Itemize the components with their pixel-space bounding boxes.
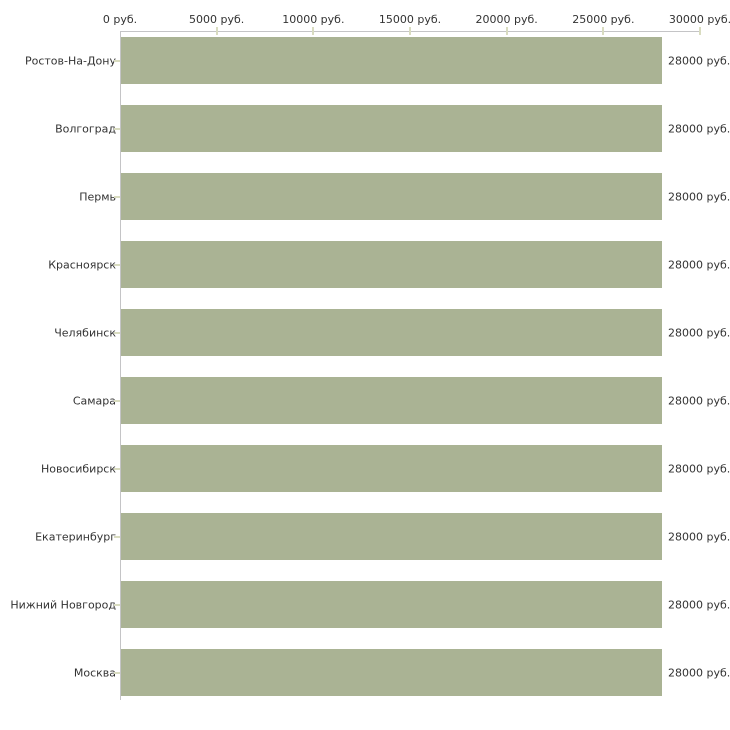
x-axis-tick-mark — [602, 27, 605, 35]
bar-10 — [121, 649, 662, 696]
y-axis-tick-mark — [114, 195, 120, 198]
bar-5 — [121, 309, 662, 356]
value-label: 28000 руб. — [668, 190, 730, 203]
value-label: 28000 руб. — [668, 54, 730, 67]
y-axis-line — [120, 31, 121, 700]
y-axis-tick-mark — [114, 59, 120, 62]
x-axis-tick-label: 30000 руб. — [668, 13, 730, 26]
bar-6 — [121, 377, 662, 424]
x-axis-tick-label: 20000 руб. — [475, 13, 538, 26]
y-axis-tick-mark — [114, 535, 120, 538]
value-label: 28000 руб. — [668, 394, 730, 407]
y-axis-tick-mark — [114, 467, 120, 470]
x-axis-tick-mark — [215, 27, 218, 35]
x-axis-tick-label: 5000 руб. — [189, 13, 245, 26]
value-label: 28000 руб. — [668, 122, 730, 135]
bar-8 — [121, 513, 662, 560]
x-axis-tick-mark — [312, 27, 315, 35]
value-label: 28000 руб. — [668, 530, 730, 543]
category-label: Красноярск — [48, 258, 116, 271]
category-label: Новосибирск — [40, 462, 116, 475]
value-label: 28000 руб. — [668, 598, 730, 611]
value-label: 28000 руб. — [668, 326, 730, 339]
x-axis-tick-label: 15000 руб. — [378, 13, 442, 26]
bar-2 — [121, 105, 662, 152]
category-label: Екатеринбург — [35, 530, 116, 543]
y-axis-tick-mark — [114, 671, 120, 674]
y-axis-tick-mark — [114, 127, 120, 130]
y-axis-tick-mark — [114, 399, 120, 402]
value-label: 28000 руб. — [668, 258, 730, 271]
bar-7 — [121, 445, 662, 492]
x-axis-tick-mark — [505, 27, 508, 35]
value-label: 28000 руб. — [668, 462, 730, 475]
category-label: Нижний Новгород — [10, 598, 116, 611]
category-label: Пермь — [79, 190, 116, 203]
bar-3 — [121, 173, 662, 220]
category-label: Ростов-На-Дону — [24, 54, 116, 67]
category-label: Самара — [72, 394, 116, 407]
bar-4 — [121, 241, 662, 288]
category-label: Челябинск — [54, 326, 116, 339]
y-axis-tick-mark — [114, 263, 120, 266]
x-axis-tick-label: 10000 руб. — [282, 13, 345, 26]
x-axis-tick-mark — [409, 27, 411, 35]
y-axis-tick-mark — [114, 603, 120, 606]
category-label: Волгоград — [55, 122, 116, 135]
bar-9 — [121, 581, 662, 628]
x-axis-tick-label: 0 руб. — [102, 13, 138, 26]
x-axis-tick-mark — [699, 27, 701, 35]
x-axis-tick-label: 25000 руб. — [572, 13, 635, 26]
category-label: Москва — [73, 666, 116, 679]
value-label: 28000 руб. — [668, 666, 730, 679]
bar-1 — [121, 37, 662, 84]
y-axis-tick-mark — [114, 331, 120, 334]
